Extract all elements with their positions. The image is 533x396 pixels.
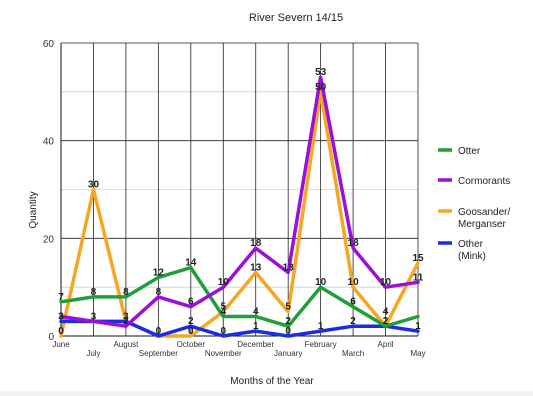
x-tick-label: February (305, 340, 337, 349)
data-label: 18 (348, 238, 360, 249)
data-label: 0 (188, 326, 194, 337)
x-tick-labels: June July AugustSeptemberOctoberNovemberDe… (52, 340, 425, 358)
x-tick-label: April (378, 340, 394, 349)
y-tick-label: 0 (48, 332, 54, 343)
x-tick-label: July (86, 349, 100, 358)
data-label: 3 (91, 311, 97, 322)
data-label: 1 (415, 321, 421, 332)
y-tick-label: 20 (43, 234, 55, 245)
legend-label: Otter (458, 146, 481, 157)
data-label: 6 (350, 297, 356, 308)
data-label: 8 (123, 287, 129, 298)
data-label: 10 (315, 277, 327, 288)
series-lines (59, 75, 420, 338)
series-line (59, 319, 420, 338)
data-label: 5 (285, 302, 291, 313)
data-label: 8 (91, 287, 97, 298)
data-label: 0 (285, 326, 291, 337)
data-label: 1 (318, 321, 324, 332)
data-label: 15 (412, 253, 424, 264)
data-label: 7 (58, 292, 64, 303)
y-tick-labels: 0 20 40 60 (43, 39, 55, 343)
data-label: 10 (218, 277, 230, 288)
data-label: 1 (253, 321, 259, 332)
x-tick-label: June (52, 340, 70, 349)
series-line (59, 265, 420, 328)
x-tick-label: March (342, 349, 364, 358)
series-line (59, 90, 420, 338)
data-labels: 7303083832128014620105401813411352053501… (58, 67, 424, 337)
legend-label: Other (Mink) (458, 239, 486, 262)
data-label: 2 (285, 316, 291, 327)
data-label: 0 (220, 326, 226, 337)
x-tick-label: December (237, 340, 274, 349)
x-tick-label: May (410, 349, 425, 358)
legend: Otter Cormorants Goosander/Merganser Other(… (438, 146, 510, 262)
series-line (59, 75, 420, 328)
data-label: 6 (188, 297, 194, 308)
y-axis-title: Quantity (28, 191, 39, 228)
data-label: 10 (348, 277, 360, 288)
data-label: 10 (380, 277, 392, 288)
y-tick-label: 40 (43, 137, 55, 148)
data-label: 12 (153, 267, 165, 278)
data-label: 2 (350, 316, 356, 327)
data-label: 11 (413, 272, 424, 283)
legend-label: Goosander/Merganser (458, 207, 510, 230)
data-label: 4 (220, 306, 226, 317)
data-label: 18 (250, 238, 262, 249)
x-tick-label: November (205, 349, 242, 358)
x-tick-label: January (274, 349, 302, 358)
x-tick-label: October (177, 340, 206, 349)
data-label: 0 (156, 326, 162, 337)
data-label: 4 (383, 306, 389, 317)
data-label: 3 (58, 311, 64, 322)
data-label: 14 (185, 258, 197, 269)
data-label: 2 (383, 316, 389, 327)
data-label: 13 (283, 263, 295, 274)
data-label: 2 (188, 316, 194, 327)
data-label: 50 (315, 82, 327, 93)
y-tick-label: 60 (43, 39, 55, 50)
data-label: 30 (88, 180, 100, 191)
x-axis-title: Months of the Year (230, 376, 314, 387)
data-label: 5 (220, 302, 226, 313)
data-label: 4 (253, 306, 259, 317)
data-label: 53 (315, 67, 327, 78)
data-label: 0 (58, 326, 64, 337)
data-label: 2 (123, 316, 129, 327)
x-tick-label: August (113, 340, 139, 349)
x-tick-label: September (139, 349, 178, 358)
axes (60, 43, 418, 337)
data-label: 13 (250, 263, 262, 274)
legend-label: Cormorants (458, 176, 510, 187)
data-label: 3 (123, 311, 129, 322)
chart-title: River Severn 14/15 (249, 12, 343, 24)
data-label: 8 (156, 287, 162, 298)
